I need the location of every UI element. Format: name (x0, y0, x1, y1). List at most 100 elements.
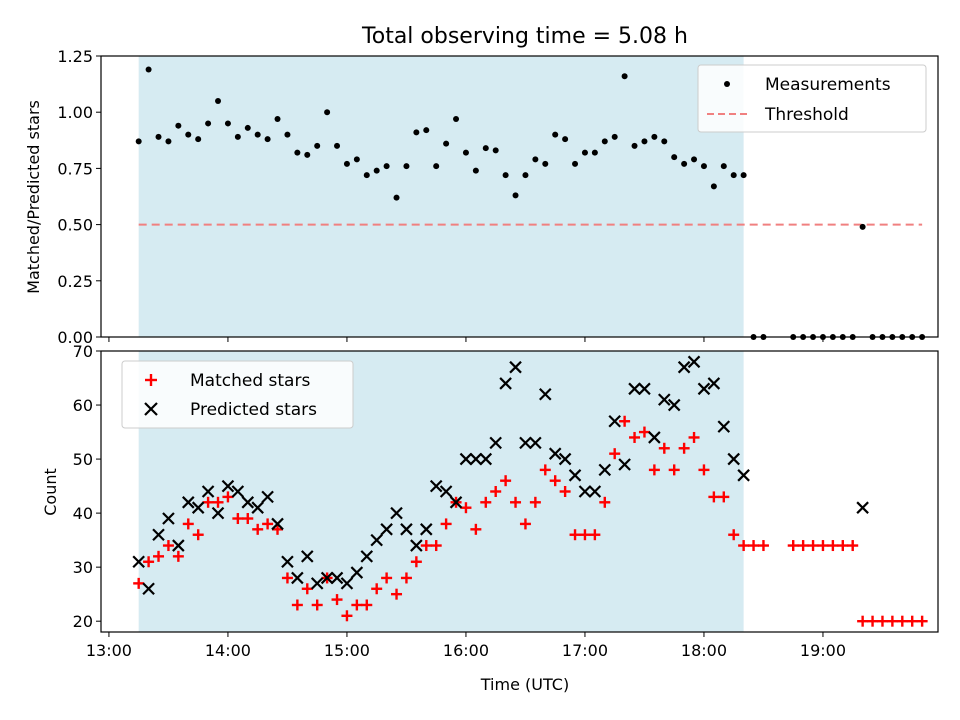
x-tick-label: 17:00 (562, 641, 608, 660)
x-tick-label: 14:00 (205, 641, 251, 660)
matched-star-point (182, 518, 194, 530)
measurement-point (393, 194, 400, 201)
predicted-star-point (578, 485, 592, 498)
measurement-point (155, 133, 162, 140)
predicted-star-point (291, 571, 304, 585)
measurement-point (403, 163, 410, 170)
predicted-star-point (201, 485, 215, 498)
predicted-star-point (390, 506, 403, 520)
matched-star-point (331, 594, 343, 606)
predicted-star-point (568, 469, 582, 482)
matched-star-point (153, 550, 165, 562)
bottom-y-tick-label: 40 (73, 504, 93, 523)
predicted-star-point (400, 523, 413, 536)
predicted-star-point (350, 566, 364, 579)
matched-star-point (500, 475, 512, 487)
predicted-star-point (539, 387, 552, 401)
matched-star-point (688, 431, 700, 443)
matched-star-point (837, 540, 849, 552)
matched-star-point (658, 442, 670, 454)
x-tick-label: 18:00 (681, 641, 727, 660)
x-tick-label: 15:00 (324, 641, 370, 660)
matched-star-point (638, 426, 650, 438)
predicted-star-point (588, 485, 602, 498)
predicted-star-point (489, 436, 502, 450)
matched-star-point (480, 496, 492, 508)
matched-star-point (748, 540, 760, 552)
measurement-point (661, 138, 668, 145)
predicted-star-point (261, 490, 274, 504)
matched-star-point (391, 588, 403, 600)
measurement-point (234, 133, 241, 140)
matched-star-point (728, 529, 740, 541)
matched-star-point (906, 615, 918, 627)
matched-star-point (619, 415, 631, 427)
matched-star-point (202, 496, 214, 508)
measurement-point (572, 160, 579, 167)
matched-star-point (609, 448, 621, 460)
matched-star-point (361, 599, 373, 611)
x-tick-label: 16:00 (443, 641, 489, 660)
predicted-star-point (727, 452, 740, 466)
matched-star-point (529, 496, 541, 508)
matched-star-point (549, 475, 561, 487)
matched-star-point (539, 464, 551, 476)
measurement-point (413, 129, 420, 136)
matched-star-point (757, 540, 769, 552)
measurement-point (542, 160, 549, 167)
matched-star-point (242, 513, 254, 525)
matched-star-point (281, 572, 293, 584)
measurement-point (145, 66, 152, 73)
predicted-star-point (380, 523, 393, 536)
measurement-point (631, 142, 638, 149)
predicted-star-point (628, 382, 641, 396)
predicted-star-point (667, 398, 681, 412)
matched-star-point (867, 615, 879, 627)
top-y-tick-label: 0.50 (57, 216, 93, 235)
matched-star-point (569, 529, 581, 541)
bottom-legend: Matched stars Predicted stars (121, 360, 354, 429)
legend-threshold-label: Threshold (764, 105, 849, 125)
top-legend-box (697, 64, 927, 133)
matched-star-point (311, 599, 323, 611)
bottom-y-tick-label: 70 (73, 342, 93, 361)
measurement-point (492, 147, 499, 154)
top-y-tick-label: 0.25 (57, 272, 93, 291)
measurement-point (552, 131, 559, 138)
predicted-star-point (420, 523, 433, 536)
measurement-point (581, 149, 588, 156)
predicted-star-point (340, 577, 354, 590)
legend-predicted-marker (144, 402, 158, 416)
measurement-point (502, 172, 509, 179)
matched-star-point (133, 577, 145, 589)
predicted-star-point (152, 528, 165, 542)
matched-star-point (410, 556, 422, 568)
predicted-star-point (697, 382, 711, 396)
top-y-tick-label: 0.00 (57, 328, 93, 347)
measurement-point (433, 163, 440, 170)
measurement-point (135, 138, 142, 145)
top-panel-frame (100, 55, 939, 338)
matched-star-point (252, 523, 264, 535)
predicted-star-point (499, 377, 512, 390)
predicted-star-point (410, 539, 423, 552)
measurement-point (363, 172, 370, 179)
predicted-star-point (310, 577, 324, 590)
predicted-star-point (469, 452, 483, 466)
matched-star-point (847, 540, 859, 552)
measurement-point (611, 133, 618, 140)
measurement-point (294, 149, 301, 156)
top-y-tick-label: 1.00 (57, 103, 93, 122)
matched-star-point (678, 442, 690, 454)
measurement-point (353, 156, 360, 163)
measurement-point (532, 156, 539, 163)
measurement-point (641, 138, 648, 145)
measurement-point (383, 163, 390, 170)
measurement-point (205, 120, 212, 127)
predicted-star-point (142, 582, 155, 596)
predicted-star-point (221, 479, 235, 493)
measurement-point (304, 151, 311, 158)
measurement-point (730, 172, 737, 179)
measurement-point (314, 142, 321, 149)
predicted-star-point (172, 539, 185, 552)
